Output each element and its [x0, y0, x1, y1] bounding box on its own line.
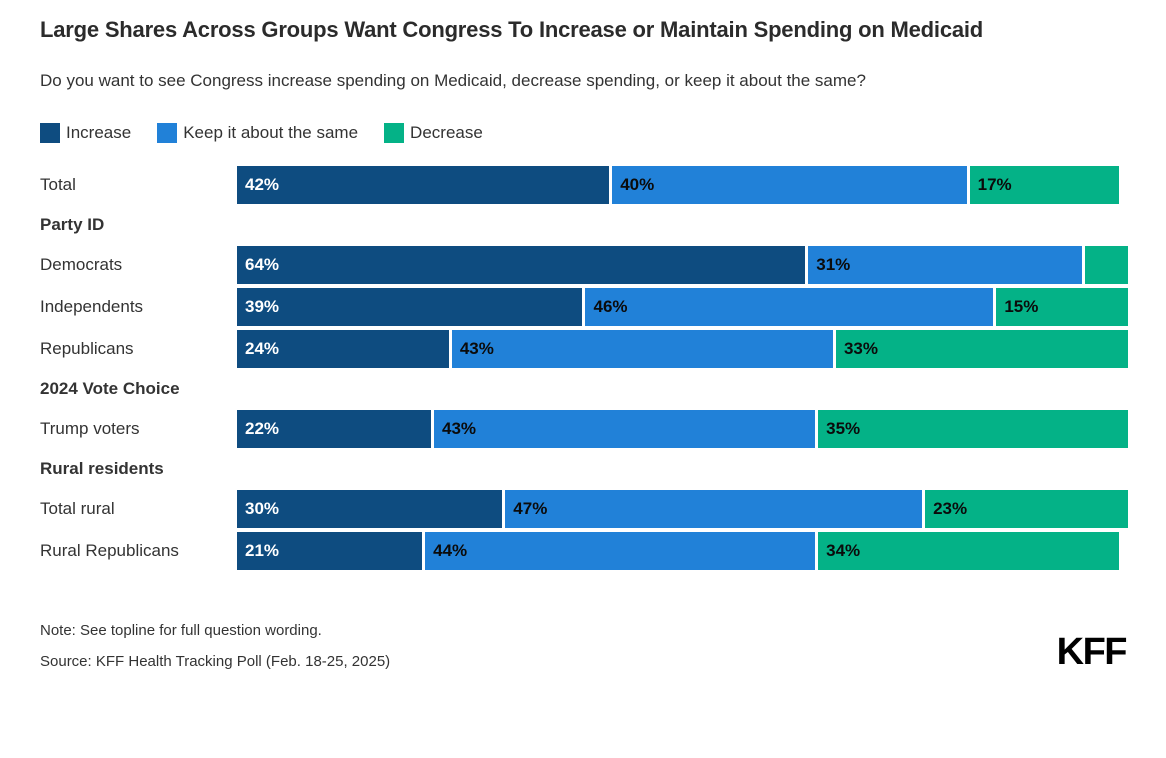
stacked-bar: 22% 43% 35%	[237, 410, 1128, 448]
bar-value-label: 43%	[459, 339, 494, 358]
bar-segment-increase: 42%	[237, 166, 610, 204]
bar-value-label: 40%	[620, 175, 655, 194]
bar-value-label: 33%	[843, 339, 878, 358]
bar-segment-increase: 22%	[237, 410, 432, 448]
bar-value-label: 39%	[245, 297, 280, 316]
footnotes: Note: See topline for full question word…	[40, 622, 390, 671]
stacked-bar: 42% 40% 17%	[237, 166, 1128, 204]
bar-row-rural-republicans: Rural Republicans 21% 44% 34%	[40, 532, 1128, 570]
legend-swatch	[384, 123, 405, 143]
bar-row-republicans: Republicans 24% 43% 33%	[40, 330, 1128, 368]
chart-footer: Note: See topline for full question word…	[40, 622, 1128, 671]
bar-segment-keep-it-about-the-same: 31%	[808, 246, 1083, 284]
bar-segment-decrease: 15%	[996, 288, 1128, 326]
stacked-bar-chart: Total 42% 40% 17% Party ID Democrats 64% 31% Ind…	[40, 166, 1128, 570]
bar-segment-decrease: 17%	[969, 166, 1120, 204]
bar-segment-keep-it-about-the-same: 46%	[585, 288, 994, 326]
bar-segment-decrease: 34%	[818, 532, 1120, 570]
row-label: Rural Republicans	[40, 541, 179, 560]
bar-row-trump-voters: Trump voters 22% 43% 35%	[40, 410, 1128, 448]
chart-subtitle: Do you want to see Congress increase spe…	[40, 71, 866, 90]
bar-value-label: 17%	[977, 175, 1012, 194]
bar-segment-decrease: 33%	[835, 330, 1128, 368]
bar-value-label: 15%	[1004, 297, 1039, 316]
bar-value-label: 31%	[816, 255, 851, 274]
legend: Increase Keep it about the same Decrease	[40, 122, 1128, 144]
note-text: Note: See topline for full question word…	[40, 622, 322, 639]
bar-segment-keep-it-about-the-same: 43%	[434, 410, 816, 448]
bar-segment-keep-it-about-the-same: 43%	[451, 330, 833, 368]
bar-segment-decrease: 23%	[925, 490, 1128, 528]
bar-row-total: Total 42% 40% 17%	[40, 166, 1128, 204]
bar-value-label: 24%	[245, 339, 280, 358]
stacked-bar: 24% 43% 33%	[237, 330, 1128, 368]
legend-label: Increase	[66, 123, 132, 142]
row-label: Republicans	[40, 339, 134, 358]
bar-value-label: 43%	[442, 419, 477, 438]
bar-segment-increase: 24%	[237, 330, 449, 368]
bar-value-label: 46%	[593, 297, 628, 316]
legend-label: Keep it about the same	[183, 123, 359, 142]
bar-value-label: 42%	[245, 175, 280, 194]
bar-segment-decrease	[1085, 246, 1128, 284]
source-text: Source: KFF Health Tracking Poll (Feb. 1…	[40, 653, 391, 670]
bar-value-label: 44%	[433, 541, 468, 560]
legend-swatch	[157, 123, 178, 143]
bar-value-label: 23%	[933, 499, 968, 518]
group-header-2024-vote-choice: 2024 Vote Choice	[40, 379, 180, 398]
bar-row-democrats: Democrats 64% 31%	[40, 246, 1128, 284]
legend-label: Decrease	[410, 123, 483, 142]
legend-item-keep-it-about-the-same: Keep it about the same	[157, 123, 358, 143]
chart-title: Large Shares Across Groups Want Congress…	[40, 17, 984, 42]
row-label: Democrats	[40, 255, 123, 274]
bar-segment-increase: 30%	[237, 490, 503, 528]
bar-segment-decrease: 35%	[818, 410, 1128, 448]
bar-segment-increase: 21%	[237, 532, 423, 570]
bar-segment-increase: 64%	[237, 246, 806, 284]
legend-item-increase: Increase	[40, 123, 131, 143]
bar-value-label: 64%	[245, 255, 280, 274]
row-label: Trump voters	[40, 419, 140, 438]
group-header-rural-residents: Rural residents	[40, 459, 164, 478]
row-label: Total rural	[40, 499, 115, 518]
bar-value-label: 30%	[245, 499, 280, 518]
stacked-bar: 30% 47% 23%	[237, 490, 1128, 528]
bar-segment-keep-it-about-the-same: 40%	[612, 166, 967, 204]
row-label: Independents	[40, 297, 144, 316]
bar-row-total-rural: Total rural 30% 47% 23%	[40, 490, 1128, 528]
stacked-bar: 21% 44% 34%	[237, 532, 1128, 570]
group-header-party-id: Party ID	[40, 215, 105, 234]
stacked-bar: 64% 31%	[237, 246, 1128, 284]
stacked-bar: 39% 46% 15%	[237, 288, 1128, 326]
bar-segment-keep-it-about-the-same: 47%	[505, 490, 923, 528]
bar-value-label: 22%	[245, 419, 280, 438]
legend-swatch	[40, 123, 60, 143]
bar-segment-keep-it-about-the-same: 44%	[425, 532, 816, 570]
bar-row-independents: Independents 39% 46% 15%	[40, 288, 1128, 326]
bar-value-label: 34%	[826, 541, 861, 560]
bar-segment-increase: 39%	[237, 288, 583, 326]
kff-logo: KFF	[1056, 631, 1128, 673]
legend-item-decrease: Decrease	[384, 123, 483, 143]
row-label: Total	[40, 175, 76, 194]
bar-value-label: 35%	[826, 419, 861, 438]
bar-value-label: 47%	[513, 499, 548, 518]
bar-value-label: 21%	[245, 541, 280, 560]
